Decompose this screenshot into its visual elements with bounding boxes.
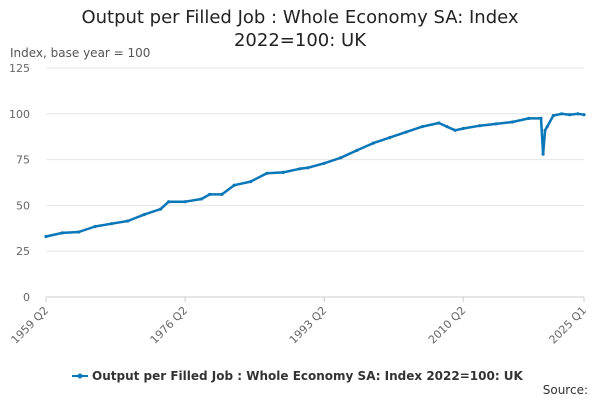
y-tick-label: 50 [16, 199, 30, 212]
data-point [281, 170, 285, 174]
data-point [265, 171, 269, 175]
data-point [232, 183, 236, 187]
data-point [322, 161, 326, 165]
y-tick-label: 0 [23, 291, 30, 304]
data-point [478, 124, 482, 128]
data-point [461, 126, 465, 131]
data-point [183, 200, 187, 204]
data-point [420, 125, 424, 129]
data-point [199, 197, 204, 201]
gridlines [46, 67, 584, 252]
data-point [510, 120, 514, 124]
data-point [551, 114, 555, 118]
data-point [388, 136, 392, 140]
y-tick-label: 25 [16, 245, 30, 258]
data-point [60, 231, 64, 235]
y-tick-label: 125 [9, 62, 30, 75]
data-point [208, 192, 212, 196]
x-tick-label: 1993 Q2 [287, 304, 330, 347]
legend-point-marker [77, 373, 83, 379]
data-point [167, 200, 171, 204]
data-point [159, 207, 163, 211]
data-point [541, 152, 545, 156]
y-axis-unit-label: Index, base year = 100 [10, 46, 150, 60]
series-layer [44, 112, 586, 239]
data-point [109, 222, 114, 226]
data-point [404, 130, 408, 134]
data-point [142, 213, 146, 217]
legend[interactable]: Output per Filled Job : Whole Economy SA… [72, 369, 524, 383]
data-point [445, 125, 449, 129]
data-point [545, 125, 549, 129]
y-tick-label: 100 [9, 108, 30, 121]
data-point [355, 148, 359, 152]
source-label: Source: [543, 383, 588, 397]
data-point [543, 128, 547, 132]
data-point [220, 192, 224, 196]
data-point [77, 230, 81, 234]
data-point [576, 112, 580, 116]
data-point [93, 224, 97, 229]
data-point [437, 121, 441, 125]
data-point [453, 128, 457, 132]
data-point [539, 116, 543, 120]
data-point [371, 141, 375, 145]
data-point [527, 116, 531, 120]
x-tick-label: 1976 Q2 [148, 304, 191, 347]
chart-title: Output per Filled Job : Whole Economy SA… [81, 7, 519, 51]
data-point [298, 167, 302, 171]
axes: 0 25 50 75 100 125 1959 Q2 1976 Q2 1993 Q2 2010 Q… [9, 62, 590, 346]
y-tick-label: 75 [16, 154, 30, 167]
x-tick-label: 2010 Q2 [426, 304, 469, 347]
x-tick-label: 2025 Q1 [547, 304, 590, 347]
data-point [339, 156, 343, 160]
series-line [44, 112, 586, 238]
data-point [249, 180, 253, 184]
data-point [494, 122, 498, 126]
data-point [126, 219, 130, 223]
data-point [568, 113, 572, 117]
data-point [582, 113, 586, 117]
x-tick-label: 1959 Q2 [9, 304, 52, 347]
legend-label: Output per Filled Job : Whole Economy SA… [92, 369, 524, 383]
data-point [44, 234, 48, 239]
data-point [306, 166, 310, 170]
data-point [559, 112, 564, 116]
